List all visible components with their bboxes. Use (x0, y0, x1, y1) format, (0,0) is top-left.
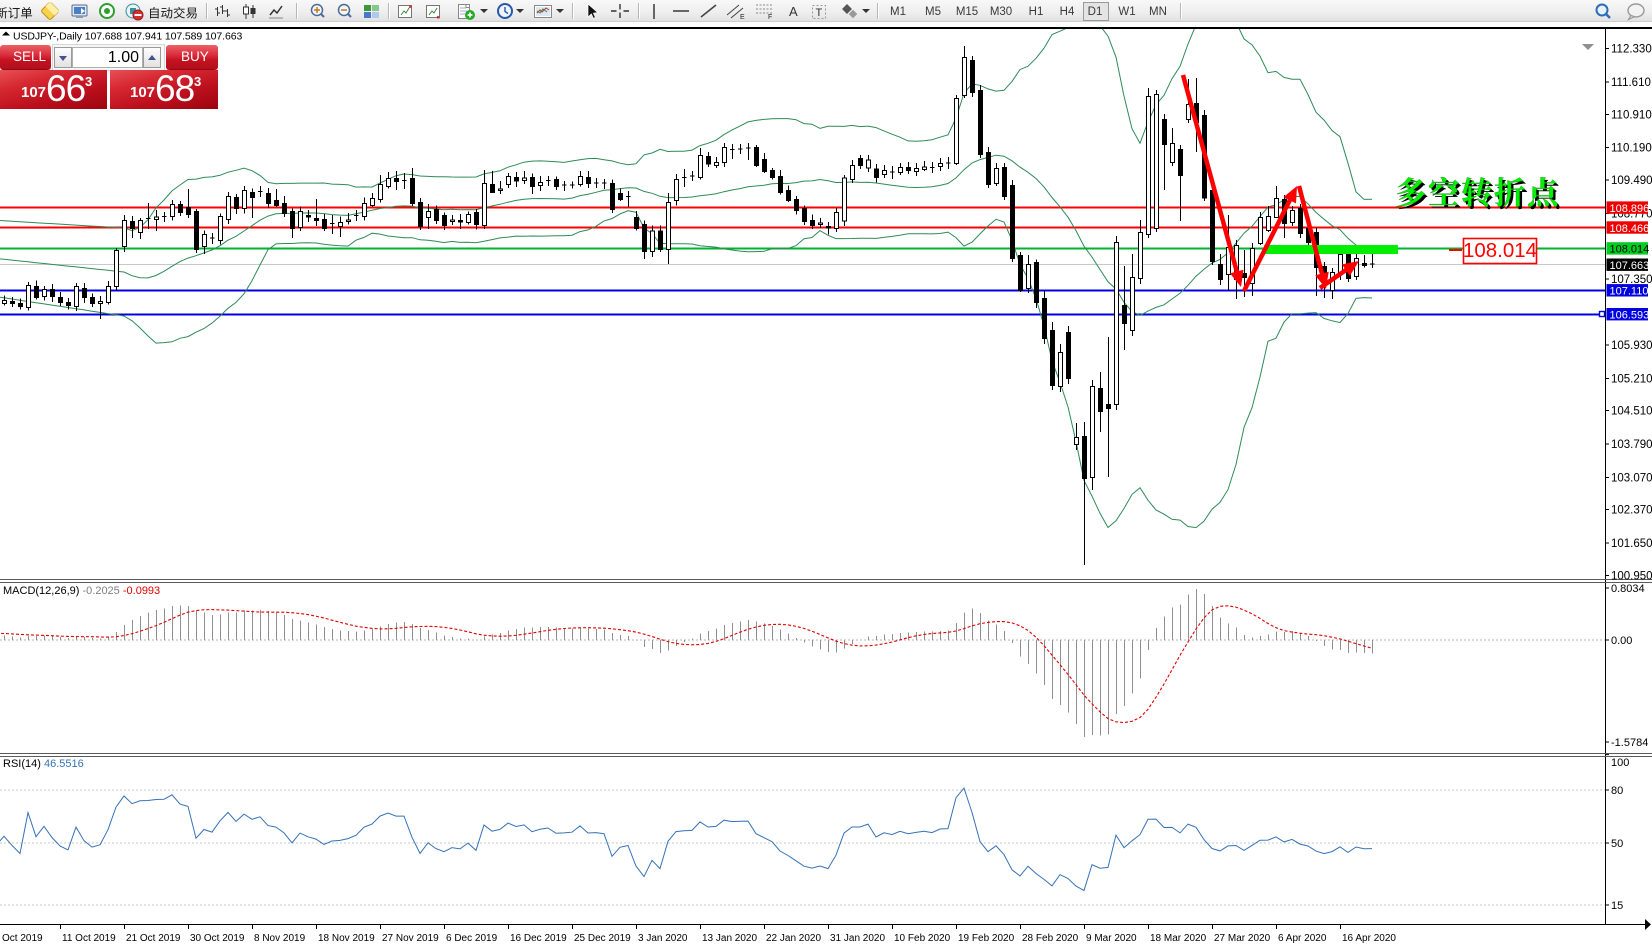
svg-text:15: 15 (1611, 900, 1623, 912)
svg-text:107.663: 107.663 (1610, 260, 1650, 272)
svg-text:28 Feb 2020: 28 Feb 2020 (1022, 933, 1079, 944)
svg-text:112.330: 112.330 (1611, 44, 1652, 56)
svg-text:9 Mar 2020: 9 Mar 2020 (1086, 933, 1137, 944)
svg-text:18 Nov 2019: 18 Nov 2019 (318, 933, 375, 944)
svg-text:100.950: 100.950 (1611, 571, 1652, 583)
svg-text:107.110: 107.110 (1610, 286, 1649, 298)
svg-text:11 Oct 2019: 11 Oct 2019 (62, 933, 116, 944)
svg-text:8 Nov 2019: 8 Nov 2019 (254, 933, 306, 944)
svg-text:110.910: 110.910 (1611, 109, 1652, 121)
svg-text:A: A (789, 4, 798, 19)
svg-text:27 Nov 2019: 27 Nov 2019 (382, 933, 439, 944)
svg-text:0.8034: 0.8034 (1611, 583, 1645, 595)
svg-text:105.930: 105.930 (1611, 340, 1652, 352)
svg-text:MACD(12,26,9) -0.2025 -0.0993: MACD(12,26,9) -0.2025 -0.0993 (3, 585, 160, 597)
svg-text:RSI(14) 46.5516: RSI(14) 46.5516 (3, 758, 84, 770)
svg-text:104.510: 104.510 (1611, 406, 1652, 418)
svg-text:30 Oct 2019: 30 Oct 2019 (190, 933, 245, 944)
svg-text:F: F (768, 14, 772, 21)
svg-text:MN: MN (1149, 6, 1167, 18)
svg-text:M15: M15 (956, 6, 978, 18)
svg-text:108.896: 108.896 (1610, 203, 1650, 215)
svg-text:22 Jan 2020: 22 Jan 2020 (766, 933, 821, 944)
svg-text:H4: H4 (1060, 6, 1075, 18)
svg-text:108.014: 108.014 (1463, 239, 1537, 262)
svg-text:13 Jan 2020: 13 Jan 2020 (702, 933, 757, 944)
svg-text:19 Feb 2020: 19 Feb 2020 (958, 933, 1015, 944)
svg-text:D1: D1 (1088, 6, 1103, 18)
svg-text:27 Mar 2020: 27 Mar 2020 (1214, 933, 1271, 944)
svg-text:21 Oct 2019: 21 Oct 2019 (126, 933, 181, 944)
svg-text:6 Dec 2019: 6 Dec 2019 (446, 933, 498, 944)
svg-text:80: 80 (1611, 785, 1623, 797)
svg-text:M1: M1 (890, 6, 906, 18)
svg-text:0.00: 0.00 (1611, 635, 1632, 647)
svg-text:103.790: 103.790 (1611, 439, 1652, 451)
svg-text:108.466: 108.466 (1610, 223, 1650, 235)
svg-text:111.610: 111.610 (1611, 77, 1651, 89)
svg-text:Oct 2019: Oct 2019 (2, 933, 43, 944)
svg-text:100: 100 (1611, 757, 1629, 769)
svg-text:6 Apr 2020: 6 Apr 2020 (1278, 933, 1327, 944)
svg-text:31 Jan 2020: 31 Jan 2020 (830, 933, 885, 944)
svg-text:3 Jan 2020: 3 Jan 2020 (638, 933, 688, 944)
svg-text:T: T (816, 7, 823, 19)
svg-text:M30: M30 (990, 6, 1012, 18)
svg-text:16 Apr 2020: 16 Apr 2020 (1342, 933, 1396, 944)
svg-text:102.370: 102.370 (1611, 505, 1652, 517)
svg-text:10 Feb 2020: 10 Feb 2020 (894, 933, 951, 944)
svg-text:110.190: 110.190 (1611, 143, 1652, 155)
svg-text:108.014: 108.014 (1610, 244, 1650, 256)
svg-text:16 Dec 2019: 16 Dec 2019 (510, 933, 567, 944)
svg-text:H1: H1 (1029, 6, 1044, 18)
svg-text:50: 50 (1611, 838, 1623, 850)
svg-text:25 Dec 2019: 25 Dec 2019 (574, 933, 631, 944)
svg-text:101.650: 101.650 (1611, 538, 1652, 550)
svg-text:18 Mar 2020: 18 Mar 2020 (1150, 933, 1207, 944)
svg-text:105.210: 105.210 (1611, 373, 1652, 385)
svg-text:M5: M5 (925, 6, 941, 18)
svg-text:107.350: 107.350 (1611, 274, 1652, 286)
svg-text:E: E (740, 14, 745, 21)
svg-text:106.593: 106.593 (1610, 310, 1650, 322)
svg-text:103.070: 103.070 (1611, 472, 1652, 484)
svg-text:109.490: 109.490 (1611, 175, 1652, 187)
svg-text:USDJPY-,Daily 107.688 107.941: USDJPY-,Daily 107.688 107.941 107.589 10… (13, 31, 242, 43)
svg-text:W1: W1 (1118, 6, 1135, 18)
svg-text:-1.5784: -1.5784 (1611, 737, 1648, 749)
